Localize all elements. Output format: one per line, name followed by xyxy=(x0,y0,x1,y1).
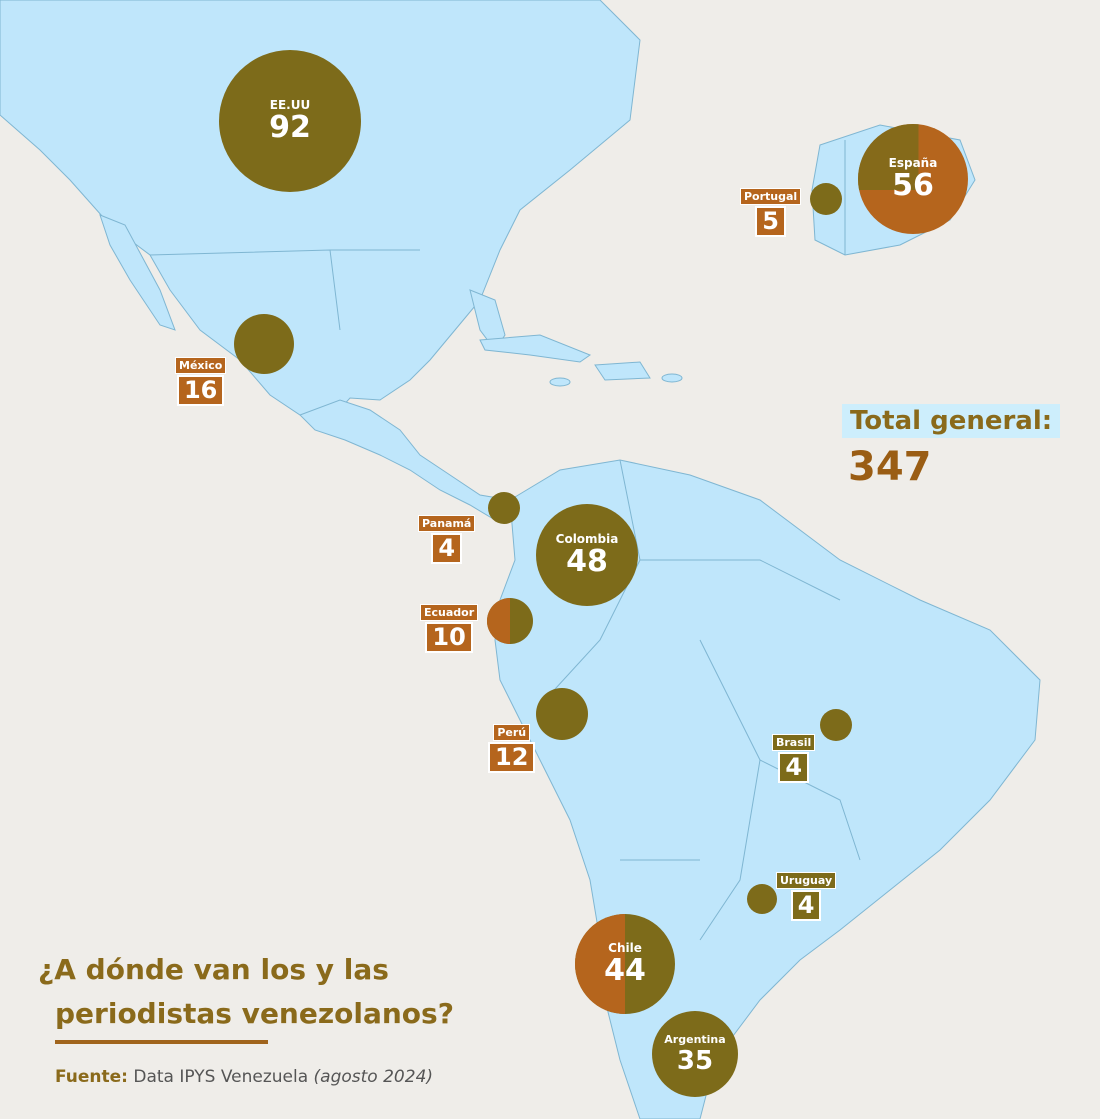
bubble-mexico xyxy=(234,314,294,374)
bubble-espana: España 56 xyxy=(858,124,968,234)
tag-brasil-name: Brasil xyxy=(772,734,816,751)
tag-peru-value: 12 xyxy=(488,742,536,773)
bubble-chile: Chile 44 xyxy=(575,914,675,1014)
bubble-panama xyxy=(488,492,520,524)
bubble-chile-name: Chile xyxy=(608,941,642,955)
tag-panama: Panamá 4 xyxy=(418,515,476,564)
bubble-portugal xyxy=(810,183,842,215)
bubble-argentina: Argentina 35 xyxy=(652,1011,738,1097)
country-borders xyxy=(149,140,861,941)
bubble-colombia: Colombia 48 xyxy=(536,504,638,606)
bubble-eeuu-name: EE.UU xyxy=(269,98,311,112)
bubble-argentina-value: 35 xyxy=(676,1046,714,1076)
puerto-rico-landmass xyxy=(661,373,683,383)
tag-ecuador: Ecuador 10 xyxy=(420,604,479,653)
bubble-chile-value: 44 xyxy=(604,953,646,988)
tag-portugal-value: 5 xyxy=(755,206,786,237)
bubble-espana-value: 56 xyxy=(892,168,934,203)
tag-brasil-value: 4 xyxy=(778,752,810,783)
bubble-colombia-name: Colombia xyxy=(555,532,619,546)
bubble-brasil xyxy=(820,709,852,741)
bubble-argentina-name: Argentina xyxy=(664,1033,726,1046)
tag-uruguay-value: 4 xyxy=(790,890,822,921)
bubble-chile-overlay xyxy=(575,914,625,1014)
tag-mexico-name: México xyxy=(175,357,227,374)
hispaniola-landmass xyxy=(594,361,651,381)
tag-peru: Perú 12 xyxy=(488,724,536,773)
total-value: 347 xyxy=(848,444,932,490)
headline-line2: periodistas venezolanos? xyxy=(38,992,454,1036)
bubble-eeuu-value: 92 xyxy=(269,110,311,145)
source-text: Data IPYS Venezuela xyxy=(127,1067,314,1087)
baja-landmass xyxy=(99,214,176,331)
bubble-ecuador-overlay xyxy=(487,598,510,644)
headline-underline xyxy=(55,1040,268,1044)
headline-line1: ¿A dónde van los y las xyxy=(38,953,389,986)
bubble-ecuador xyxy=(487,598,533,644)
total-label: Total general: xyxy=(842,404,1061,438)
total-block: Total general: 347 xyxy=(842,404,1061,490)
source-date: (agosto 2024) xyxy=(313,1067,434,1087)
bubble-colombia-value: 48 xyxy=(566,544,608,579)
source-key: Fuente: xyxy=(55,1067,128,1087)
tag-mexico-value: 16 xyxy=(176,375,225,406)
jamaica-landmass xyxy=(549,377,571,387)
bubble-espana-name: España xyxy=(888,156,938,170)
source-line: Fuente: Data IPYS Venezuela (agosto 2024… xyxy=(55,1067,433,1087)
tag-uruguay-name: Uruguay xyxy=(776,872,837,889)
tag-brasil: Brasil 4 xyxy=(772,734,816,783)
tag-uruguay: Uruguay 4 xyxy=(776,872,837,921)
tag-panama-value: 4 xyxy=(431,533,463,564)
tag-peru-name: Perú xyxy=(493,724,531,741)
tag-ecuador-value: 10 xyxy=(425,622,473,653)
tag-portugal-name: Portugal xyxy=(740,188,802,205)
tag-panama-name: Panamá xyxy=(418,515,476,532)
tag-mexico: México 16 xyxy=(175,357,227,406)
tag-ecuador-name: Ecuador xyxy=(420,604,479,621)
bubble-uruguay xyxy=(747,884,777,914)
headline-line2-rest: venezolanos? xyxy=(231,997,454,1030)
bubble-eeuu: EE.UU 92 xyxy=(219,50,361,192)
tag-portugal: Portugal 5 xyxy=(740,188,802,237)
cuba-landmass xyxy=(479,334,592,363)
bubble-peru xyxy=(536,688,588,740)
headline-underlined-word: periodistas xyxy=(55,997,232,1030)
headline: ¿A dónde van los y las periodistas venez… xyxy=(38,948,454,1036)
central-america-landmass xyxy=(299,399,521,521)
